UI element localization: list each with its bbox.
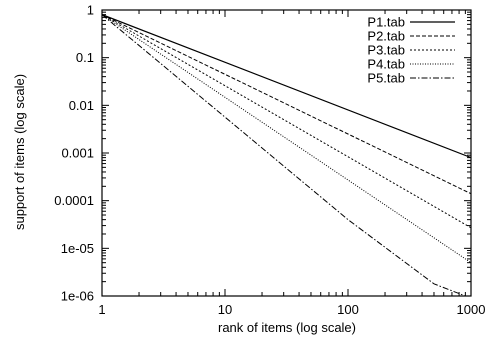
series-line-p2-tab [102,14,471,195]
series-line-p5-tab [102,14,467,296]
y-tick-label: 1e-06 [61,289,94,304]
x-tick-label: 100 [337,302,359,317]
legend-label: P1.tab [367,15,405,30]
y-tick-label: 0.001 [61,146,94,161]
legend-label: P3.tab [367,43,405,58]
axis-titles: rank of items (log scale) support of ite… [12,74,356,335]
y-tick-label: 0.01 [69,98,94,113]
legend-label: P4.tab [367,57,405,72]
y-tick-label: 1e-05 [61,241,94,256]
series-line-p3-tab [102,14,471,229]
y-tick-label: 0.0001 [54,193,94,208]
plot-frame [101,9,472,297]
legend-label: P2.tab [367,29,405,44]
y-tick-label: 1 [87,3,94,18]
y-axis-title: support of items (log scale) [12,74,27,230]
x-axis-title: rank of items (log scale) [218,320,356,335]
series-line-p1-tab [102,14,471,159]
legend-label: P5.tab [367,71,405,86]
series-layer [102,14,471,296]
tick-layer: 1 10 100 1000 1 0.1 0.01 0.001 0.0001 1e-05 1e-06 [54,3,485,318]
x-tick-label: 1000 [457,302,486,317]
x-tick-label: 10 [218,302,232,317]
y-tick-label: 0.1 [76,50,94,65]
x-tick-label: 1 [98,302,105,317]
series-line-p4-tab [102,14,471,264]
